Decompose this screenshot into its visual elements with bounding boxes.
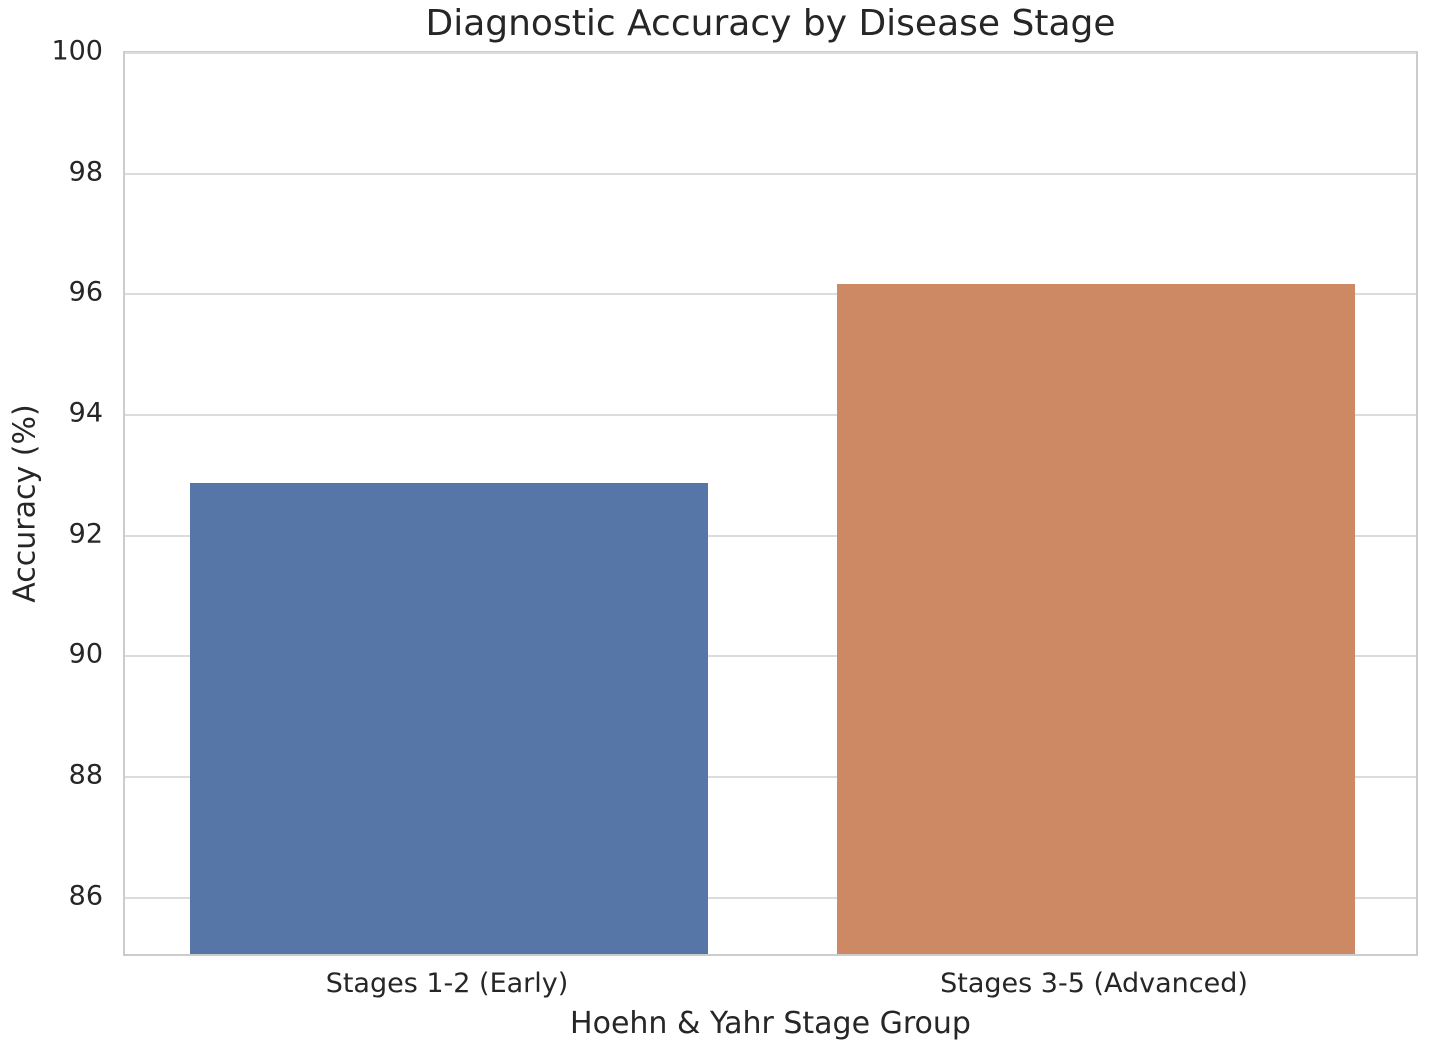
gridline [125, 293, 1416, 295]
y-tick-label: 94 [68, 397, 103, 429]
gridline [125, 897, 1416, 899]
gridline [125, 776, 1416, 778]
bar-1 [190, 483, 708, 954]
y-axis-label: Accuracy (%) [7, 404, 43, 603]
gridline [125, 535, 1416, 537]
y-tick-label: 86 [68, 880, 103, 912]
gridline [125, 52, 1416, 54]
bar-2 [837, 284, 1355, 954]
x-tick-label: Stages 3-5 (Advanced) [940, 968, 1248, 999]
y-tick-label: 96 [68, 276, 103, 308]
y-axis-label-container: Accuracy (%) [0, 51, 50, 956]
x-tick-label: Stages 1-2 (Early) [325, 968, 569, 999]
y-tick-label: 88 [68, 759, 103, 791]
y-tick-label: 98 [68, 156, 103, 188]
y-tick-label: 100 [51, 35, 103, 67]
plot-area [123, 51, 1418, 956]
x-axis-label: Hoehn & Yahr Stage Group [570, 1006, 971, 1041]
gridline [125, 414, 1416, 416]
chart-title: Diagnostic Accuracy by Disease Stage [425, 3, 1116, 44]
y-tick-label: 92 [68, 518, 103, 550]
gridline [125, 173, 1416, 175]
gridline [125, 655, 1416, 657]
y-tick-label: 90 [68, 638, 103, 670]
